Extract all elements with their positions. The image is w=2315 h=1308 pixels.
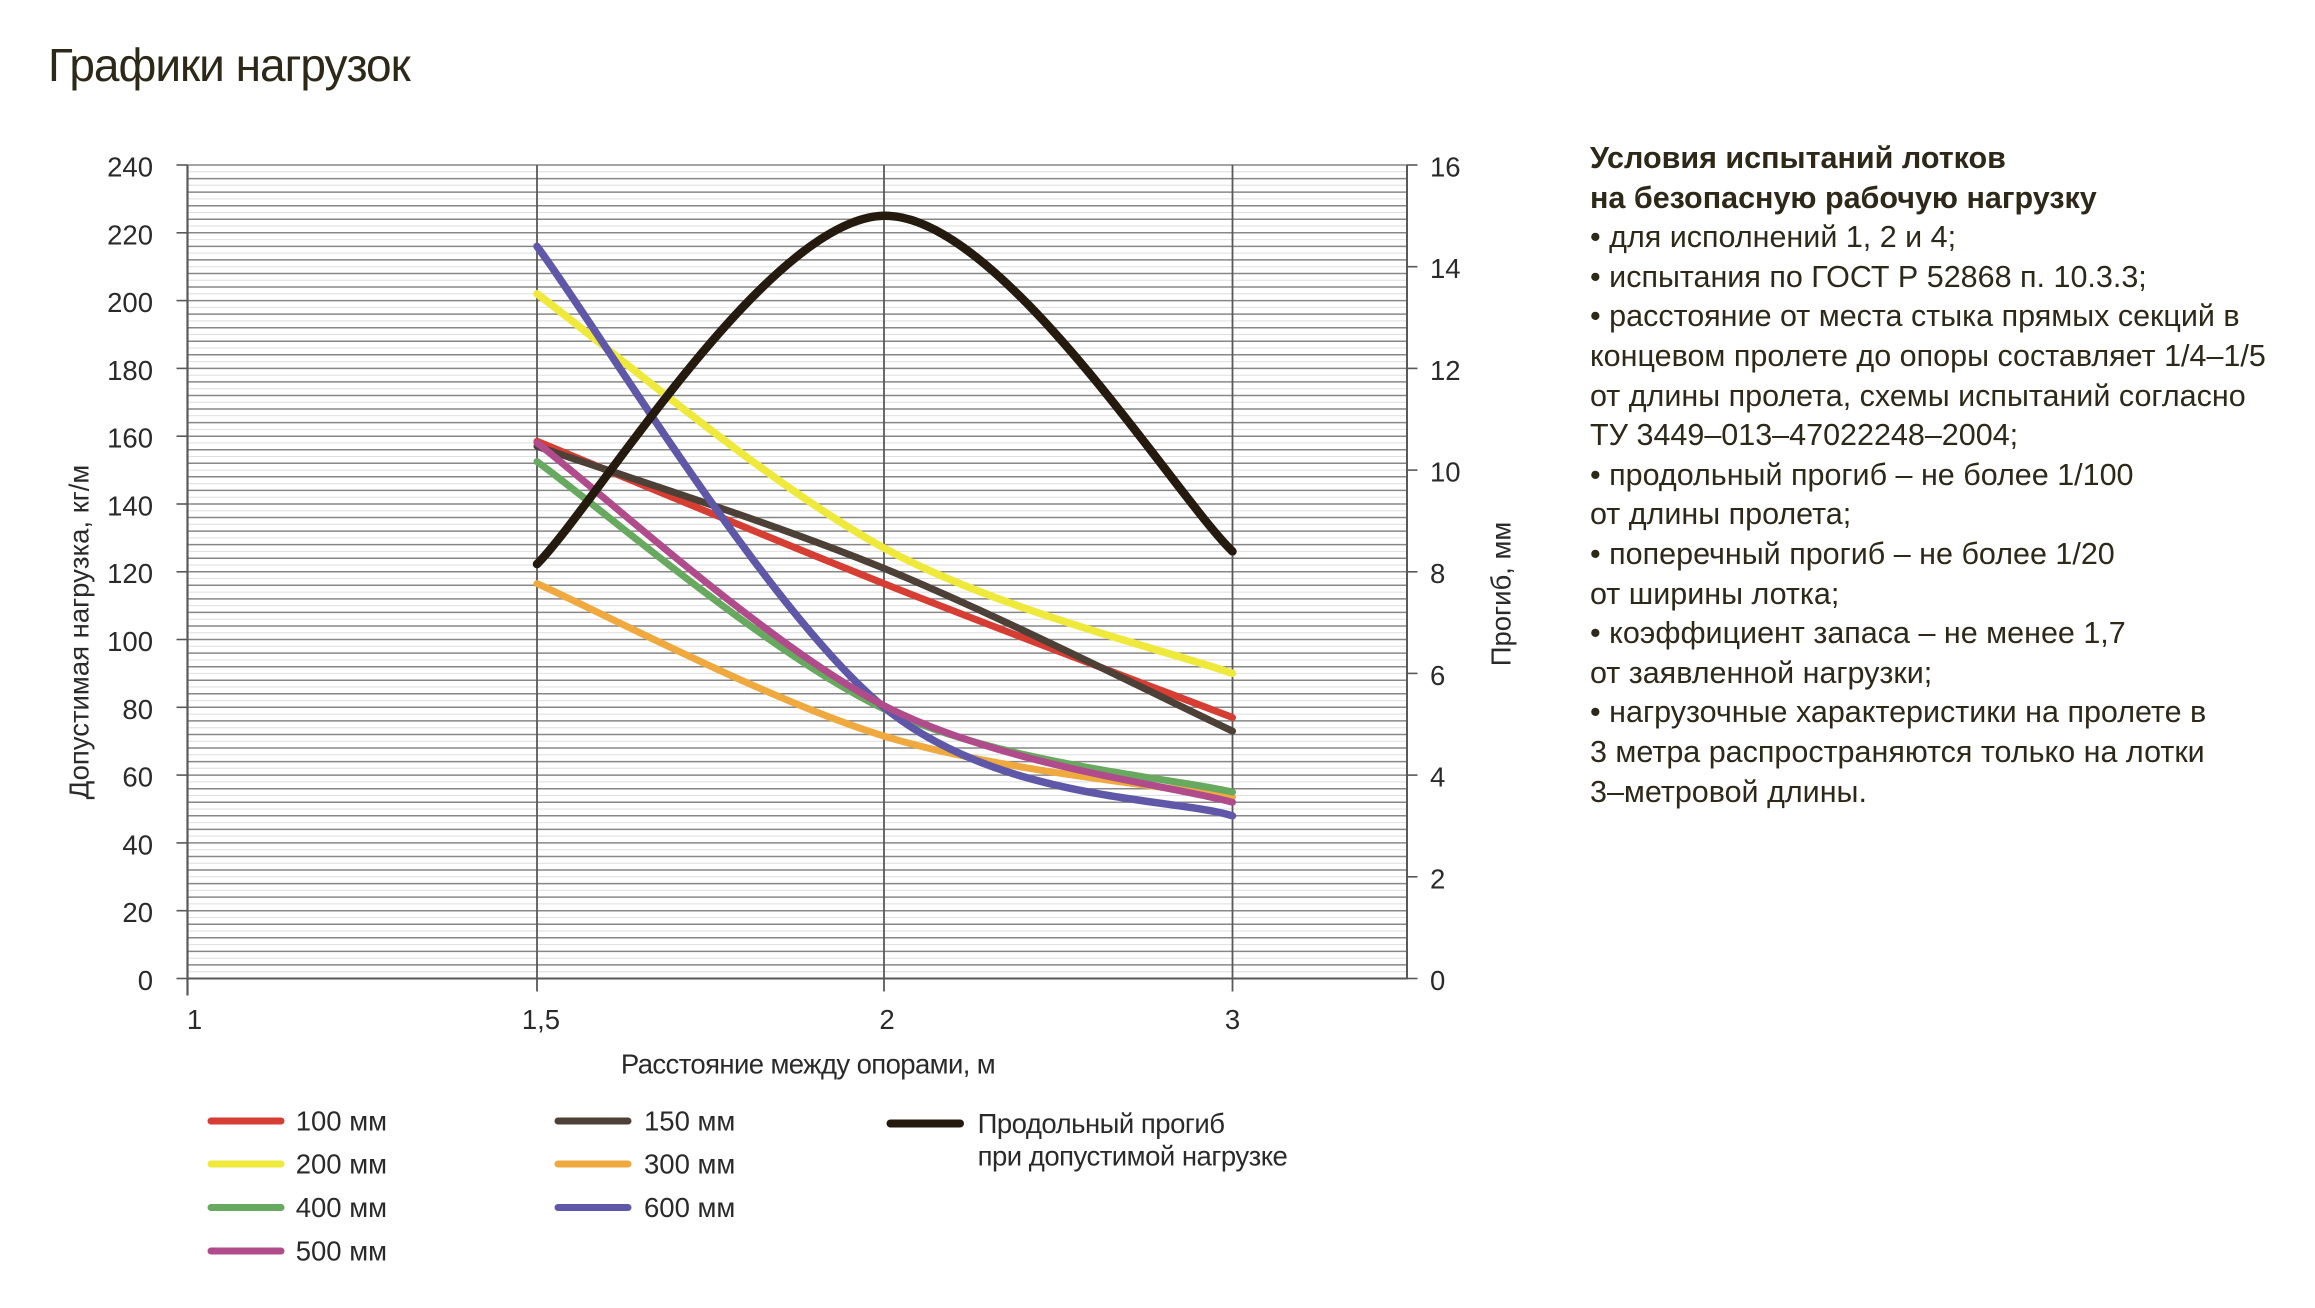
svg-text:6: 6 <box>1430 660 1445 691</box>
svg-text:200 мм: 200 мм <box>296 1149 387 1180</box>
svg-text:150 мм: 150 мм <box>644 1106 735 1137</box>
svg-text:3: 3 <box>1225 1004 1240 1035</box>
svg-text:400 мм: 400 мм <box>296 1192 387 1223</box>
svg-text:Расстояние между опорами, м: Расстояние между опорами, м <box>621 1049 995 1080</box>
svg-text:Прогиб, мм: Прогиб, мм <box>1486 522 1517 667</box>
svg-text:600 мм: 600 мм <box>644 1192 735 1223</box>
svg-text:220: 220 <box>107 219 153 250</box>
svg-text:12: 12 <box>1430 355 1461 386</box>
svg-text:Продольный прогиб: Продольный прогиб <box>978 1108 1225 1139</box>
svg-text:100: 100 <box>107 626 153 657</box>
svg-text:2: 2 <box>879 1004 894 1035</box>
svg-text:14: 14 <box>1430 253 1461 284</box>
svg-text:10: 10 <box>1430 457 1461 488</box>
svg-text:4: 4 <box>1430 762 1445 793</box>
svg-text:140: 140 <box>107 491 153 522</box>
svg-text:80: 80 <box>122 694 153 725</box>
svg-text:60: 60 <box>122 762 153 793</box>
svg-text:200: 200 <box>107 287 153 318</box>
svg-text:240: 240 <box>107 152 153 183</box>
svg-text:300 мм: 300 мм <box>644 1149 735 1180</box>
svg-text:0: 0 <box>1430 965 1445 996</box>
svg-text:8: 8 <box>1430 558 1445 589</box>
svg-text:180: 180 <box>107 355 153 386</box>
svg-text:Допустимая нагрузка, кг/м: Допустимая нагрузка, кг/м <box>64 465 95 800</box>
svg-text:160: 160 <box>107 423 153 454</box>
svg-text:при допустимой нагрузке: при допустимой нагрузке <box>978 1141 1288 1172</box>
svg-text:120: 120 <box>107 558 153 589</box>
svg-text:1: 1 <box>187 1004 202 1035</box>
svg-text:1,5: 1,5 <box>522 1004 560 1035</box>
svg-text:20: 20 <box>122 897 153 928</box>
svg-text:2: 2 <box>1430 863 1445 894</box>
svg-text:16: 16 <box>1430 152 1461 183</box>
svg-text:500 мм: 500 мм <box>296 1236 387 1267</box>
svg-text:100 мм: 100 мм <box>296 1106 387 1137</box>
svg-text:40: 40 <box>122 829 153 860</box>
svg-text:0: 0 <box>138 965 153 996</box>
